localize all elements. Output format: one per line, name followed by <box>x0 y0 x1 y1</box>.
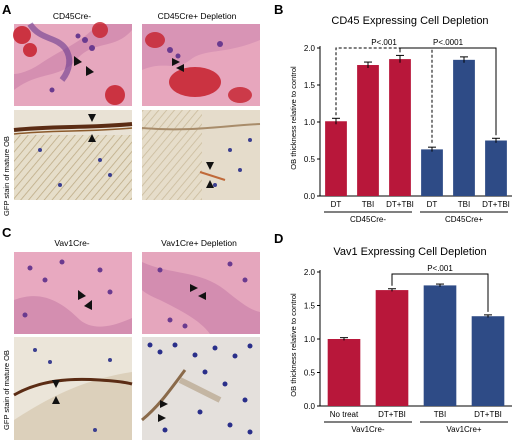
chart-d-category-label-1: No treat <box>330 410 359 419</box>
chart-d-title: Vav1 Expressing Cell Depletion <box>333 246 486 258</box>
chart-d-y-tick-label: 0.5 <box>304 369 316 378</box>
chart-d-group-label-1: Vav1Cre- <box>351 425 385 434</box>
chart-b-bar-6 <box>485 140 507 196</box>
panel-c-col-label-2: Vav1Cre+ Depletion <box>161 238 237 248</box>
chart-b-category-label-3: DT+TBI <box>386 200 414 209</box>
chart-d-y-tick-label: 1.0 <box>304 335 316 344</box>
micrograph-c-vav1-pos-gfp <box>141 337 260 440</box>
chart-b-bar-4 <box>421 149 443 196</box>
panel-c-side-label: GFP stain of mature OB <box>2 350 11 430</box>
chart-d-y-tick-label: 2.0 <box>304 268 316 277</box>
chart-vav1-depletion: Vav1 Expressing Cell Depletion OB thickn… <box>289 246 512 434</box>
micrograph-c-vav1-neg-gfp <box>13 337 133 440</box>
chart-b-category-label-6: DT+TBI <box>482 200 510 209</box>
chart-d-bar-1 <box>327 339 361 406</box>
micrograph-a-cd45-neg-he <box>13 22 132 106</box>
chart-b-y-tick-label: 0.0 <box>304 192 316 201</box>
chart-b-y-tick-label: 0.5 <box>304 155 316 164</box>
chart-b-significance-bracket-2 <box>399 47 497 136</box>
chart-d-category-label-3: TBI <box>434 410 446 419</box>
chart-cd45-depletion: CD45 Expressing Cell Depletion OB thickn… <box>289 15 512 224</box>
chart-d-bar-3 <box>423 285 457 406</box>
panel-a-col-label-2: CD45Cre+ Depletion <box>158 11 237 21</box>
chart-b-p-value-label-2: P<.0001 <box>433 38 464 47</box>
chart-b-y-tick-label: 1.0 <box>304 118 316 127</box>
chart-d-group-label-2: Vav1Cre+ <box>446 425 482 434</box>
chart-b-bar-1 <box>325 121 347 196</box>
panel-c-col-label-1: Vav1Cre- <box>54 238 89 248</box>
panel-letter-d: D <box>274 231 283 246</box>
chart-b-category-label-5: TBI <box>458 200 470 209</box>
chart-b-category-label-1: DT <box>331 200 342 209</box>
panel-a-col-label-1: CD45Cre- <box>53 11 91 21</box>
chart-d-p-value-label-1: P<.001 <box>427 264 453 273</box>
chart-d-bar-4 <box>471 316 505 406</box>
chart-b-title: CD45 Expressing Cell Depletion <box>331 15 488 27</box>
micrograph-c-vav1-pos-he <box>142 252 260 334</box>
chart-d-y-tick-label: 1.5 <box>304 302 316 311</box>
chart-d-y-axis-label: OB thickness relative to control <box>289 293 298 397</box>
panel-letter-c: C <box>2 225 12 240</box>
panel-letter-a: A <box>2 2 12 17</box>
chart-b-y-axis-label: OB thickness relative to control <box>289 66 298 170</box>
micrograph-c-vav1-neg-he <box>14 252 132 334</box>
chart-d-category-label-4: DT+TBI <box>474 410 502 419</box>
panel-a-side-label: GFP stain of mature OB <box>2 136 11 216</box>
micrograph-a-cd45-pos-he <box>142 24 260 106</box>
chart-d-bar-2 <box>375 290 409 406</box>
chart-b-y-tick-label: 1.5 <box>304 81 316 90</box>
panel-letter-b: B <box>274 2 283 17</box>
chart-b-p-value-label-1: P<.001 <box>371 38 397 47</box>
chart-b-y-tick-label: 2.0 <box>304 44 316 53</box>
micrograph-a-cd45-neg-gfp <box>13 110 133 200</box>
chart-b-category-label-4: DT <box>427 200 438 209</box>
chart-d-significance-bracket-1 <box>391 273 489 312</box>
chart-d-category-label-2: DT+TBI <box>378 410 406 419</box>
chart-b-bar-5 <box>453 59 475 197</box>
micrograph-a-cd45-pos-gfp <box>141 110 261 200</box>
chart-b-bar-2 <box>357 65 379 197</box>
chart-b-significance-bracket-1 <box>335 47 433 145</box>
chart-b-category-label-2: TBI <box>362 200 374 209</box>
chart-b-bar-3 <box>389 59 411 196</box>
chart-b-group-label-1: CD45Cre- <box>350 215 386 224</box>
chart-b-group-label-2: CD45Cre+ <box>445 215 483 224</box>
chart-d-y-tick-label: 0.0 <box>304 402 316 411</box>
